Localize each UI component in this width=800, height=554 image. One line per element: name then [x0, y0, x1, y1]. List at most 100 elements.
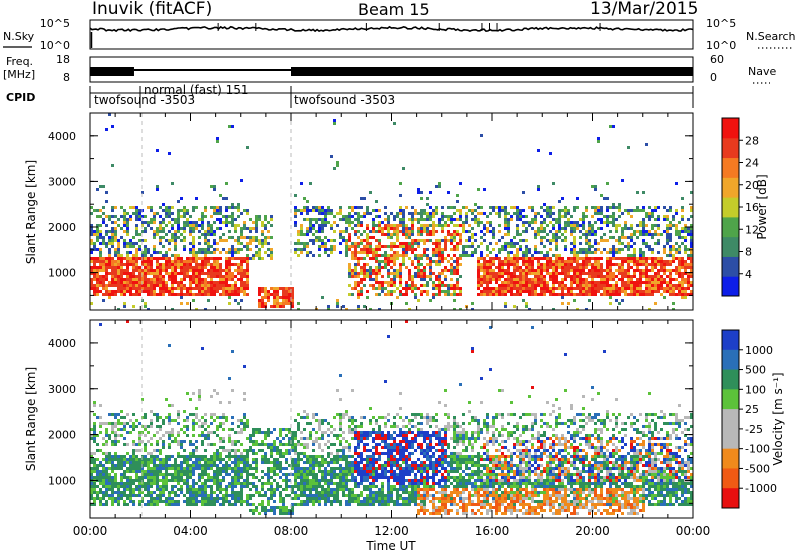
heatmap-cell: [120, 272, 123, 275]
heatmap-cell: [645, 269, 648, 272]
heatmap-cell: [597, 206, 600, 209]
heatmap-cell: [126, 467, 129, 470]
heatmap-cell: [546, 206, 549, 209]
heatmap-cell: [564, 212, 567, 215]
heatmap-cell: [459, 263, 462, 266]
station-title: Inuvik (fitACF): [92, 0, 212, 19]
heatmap-cell: [282, 452, 285, 455]
heatmap-cell: [108, 236, 111, 239]
heatmap-cell: [606, 287, 609, 290]
heatmap-cell: [318, 245, 321, 248]
heatmap-cell: [588, 263, 591, 266]
heatmap-cell: [207, 290, 210, 293]
heatmap-cell: [102, 206, 105, 209]
heatmap-cell: [129, 497, 132, 500]
heatmap-cell: [147, 221, 150, 224]
heatmap-cell: [645, 242, 648, 245]
heatmap-cell: [558, 266, 561, 269]
heatmap-cell: [111, 278, 114, 281]
heatmap-cell: [462, 245, 465, 248]
heatmap-cell: [609, 269, 612, 272]
heatmap-cell: [348, 212, 351, 215]
heatmap-cell: [615, 230, 618, 233]
heatmap-cell: [627, 278, 630, 281]
heatmap-cell: [117, 245, 120, 248]
heatmap-cell: [138, 257, 141, 260]
heatmap-cell: [522, 254, 525, 257]
heatmap-cell: [189, 413, 192, 416]
heatmap-cell: [204, 449, 207, 452]
heatmap-cell: [378, 248, 381, 251]
heatmap-cell: [453, 272, 456, 275]
heatmap-cell: [513, 281, 516, 284]
heatmap-cell: [162, 203, 165, 206]
heatmap-cell: [243, 275, 246, 278]
heatmap-cell: [507, 218, 510, 221]
heatmap-cell: [429, 230, 432, 233]
heatmap-cell: [123, 239, 126, 242]
heatmap-cell: [672, 284, 675, 287]
heatmap-cell: [510, 257, 513, 260]
heatmap-cell: [642, 206, 645, 209]
heatmap-cell: [363, 215, 366, 218]
heatmap-cell: [489, 263, 492, 266]
heatmap-cell: [207, 473, 210, 476]
heatmap-cell: [162, 434, 165, 437]
heatmap-cell: [207, 476, 210, 479]
heatmap-cell: [678, 272, 681, 275]
heatmap-cell: [471, 242, 474, 245]
heatmap-cell: [657, 272, 660, 275]
heatmap-cell: [654, 275, 657, 278]
heatmap-cell: [132, 482, 135, 485]
heatmap-cell: [474, 239, 477, 242]
heatmap-cell: [279, 443, 282, 446]
heatmap-cell: [234, 500, 237, 503]
heatmap-cell: [234, 206, 237, 209]
heatmap-cell: [213, 443, 216, 446]
heatmap-cell: [534, 281, 537, 284]
heatmap-cell: [456, 245, 459, 248]
heatmap-cell: [183, 410, 186, 413]
heatmap-cell: [600, 194, 603, 197]
heatmap-cell: [264, 290, 267, 293]
heatmap-cell: [285, 458, 288, 461]
heatmap-cell: [633, 248, 636, 251]
colorbar-tick-label: 28: [745, 134, 759, 147]
heatmap-cell: [366, 275, 369, 278]
heatmap-cell: [516, 290, 519, 293]
heatmap-cell: [153, 281, 156, 284]
heatmap-cell: [327, 248, 330, 251]
heatmap-cell: [102, 260, 105, 263]
heatmap-cell: [435, 185, 438, 188]
heatmap-cell: [627, 284, 630, 287]
heatmap-cell: [300, 242, 303, 245]
heatmap-cell: [159, 293, 162, 296]
heatmap-cell: [105, 485, 108, 488]
heatmap-cell: [258, 218, 261, 221]
heatmap-cell: [525, 263, 528, 266]
heatmap-cell: [645, 272, 648, 275]
heatmap-cell: [261, 221, 264, 224]
heatmap-cell: [684, 296, 687, 299]
heatmap-cell: [96, 281, 99, 284]
heatmap-cell: [276, 482, 279, 485]
heatmap-cell: [144, 275, 147, 278]
heatmap-cell: [204, 233, 207, 236]
heatmap-cell: [231, 428, 234, 431]
heatmap-cell: [156, 425, 159, 428]
heatmap-cell: [192, 467, 195, 470]
heatmap-cell: [171, 239, 174, 242]
heatmap-cell: [180, 302, 183, 305]
heatmap-cell: [519, 212, 522, 215]
heatmap-cell: [438, 251, 441, 254]
heatmap-cell: [273, 287, 276, 290]
heatmap-cell: [150, 209, 153, 212]
heatmap-cell: [543, 284, 546, 287]
heatmap-cell: [372, 284, 375, 287]
heatmap-cell: [129, 482, 132, 485]
heatmap-cell: [174, 494, 177, 497]
heatmap-cell: [180, 209, 183, 212]
heatmap-cell: [621, 290, 624, 293]
heatmap-cell: [258, 242, 261, 245]
heatmap-cell: [174, 476, 177, 479]
